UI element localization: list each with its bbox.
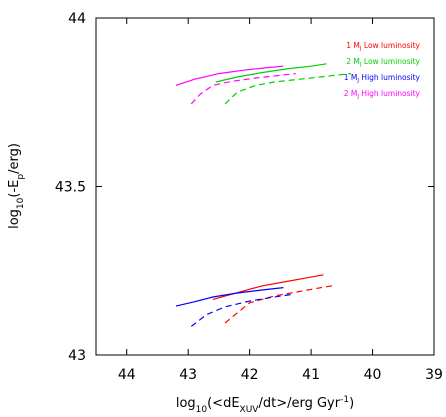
plot-frame <box>95 17 435 356</box>
y-tick-label: 43.5 <box>55 180 86 196</box>
x-tick-label: 42 <box>241 367 259 383</box>
x-tick-label: 44 <box>118 367 136 383</box>
legend-entry: 1 MJ High luminosity <box>344 73 421 84</box>
ticks: 44 43 42 41 40 39 43 43.5 44 <box>55 11 443 383</box>
series-line-4 <box>175 287 284 307</box>
series-line-6 <box>175 65 284 86</box>
legend-entry: 2 MJ Low luminosity <box>346 57 420 68</box>
legend-entry: 2 MJ High luminosity <box>344 89 421 100</box>
series-line-7 <box>190 73 296 105</box>
x-tick-label: 39 <box>425 367 443 383</box>
y-tick-label: 43 <box>68 348 86 364</box>
x-tick-label: 40 <box>364 367 382 383</box>
series-line-3 <box>224 73 352 105</box>
series-line-2 <box>215 63 327 83</box>
legend-entry: 1 MJ Low luminosity <box>346 41 420 52</box>
series-line-5 <box>190 293 293 327</box>
series-line-1 <box>224 284 336 324</box>
series-line-0 <box>212 274 324 300</box>
y-axis-label: log10(-Ep/erg) <box>7 143 26 229</box>
legend: 1 MJ Low luminosity 2 MJ Low luminosity 1 … <box>344 41 421 100</box>
x-axis-label: log10(<dEXUV/dt>/erg Gyr-1) <box>176 395 354 415</box>
x-tick-label: 41 <box>302 367 320 383</box>
y-tick-label: 44 <box>68 11 86 27</box>
x-tick-label: 43 <box>179 367 197 383</box>
series-lines <box>175 63 352 327</box>
